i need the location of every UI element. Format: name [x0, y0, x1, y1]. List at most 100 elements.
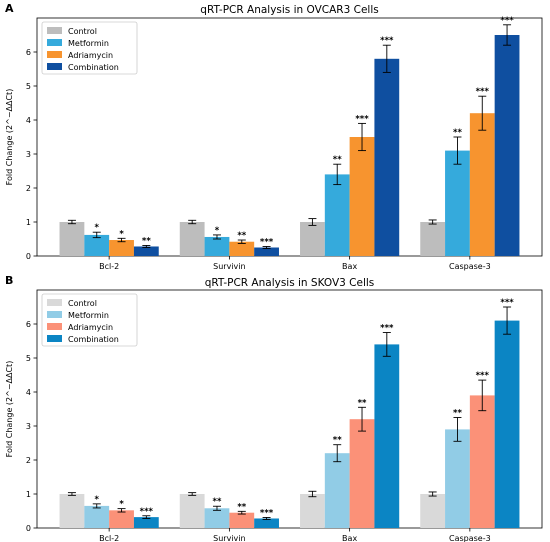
- x-tick-label: Bax: [342, 262, 357, 271]
- legend-label: Combination: [68, 63, 119, 72]
- panel-label: B: [5, 274, 13, 287]
- y-tick-label: 3: [26, 422, 31, 431]
- y-tick-label: 4: [26, 116, 31, 125]
- bar: [494, 35, 520, 256]
- legend-label: Adriamycin: [68, 323, 113, 332]
- legend-swatch: [47, 39, 62, 46]
- bar: [324, 453, 350, 528]
- bar: [204, 508, 230, 528]
- significance-label: **: [213, 497, 222, 507]
- y-axis-label: Fold Change (2^−ΔΔCt): [5, 361, 14, 458]
- chart-title: qRT-PCR Analysis in OVCAR3 Cells: [200, 4, 378, 16]
- bar: [349, 137, 375, 256]
- bar: [254, 247, 279, 256]
- x-tick-label: Caspase-3: [449, 262, 491, 271]
- significance-label: **: [453, 128, 462, 138]
- legend-label: Control: [68, 299, 97, 308]
- panel-label: A: [5, 2, 14, 15]
- legend-label: Control: [68, 27, 97, 36]
- bar: [374, 58, 400, 256]
- significance-label: ***: [140, 507, 154, 517]
- bar: [59, 494, 85, 528]
- legend-swatch: [47, 335, 62, 342]
- significance-label: ***: [500, 298, 514, 308]
- y-tick-label: 1: [26, 490, 31, 499]
- legend-swatch: [47, 311, 62, 318]
- legend-label: Combination: [68, 335, 119, 344]
- bar: [349, 419, 375, 528]
- x-tick-label: Survivin: [213, 262, 245, 271]
- legend-label: Adriamycin: [68, 51, 113, 60]
- significance-label: **: [453, 409, 462, 419]
- significance-label: **: [142, 236, 151, 246]
- significance-label: **: [333, 436, 342, 446]
- bar: [179, 222, 205, 256]
- legend-swatch: [47, 63, 62, 70]
- significance-label: ***: [476, 371, 490, 381]
- significance-label: ***: [500, 16, 514, 26]
- bar: [469, 113, 495, 256]
- bar: [229, 241, 255, 256]
- bar: [324, 174, 350, 256]
- y-tick-label: 0: [26, 524, 31, 533]
- bar: [494, 320, 520, 528]
- bar: [84, 234, 110, 256]
- significance-label: ***: [260, 237, 274, 247]
- bar: [109, 510, 134, 528]
- significance-label: **: [358, 398, 367, 408]
- bar: [84, 505, 110, 528]
- significance-label: ***: [476, 87, 490, 97]
- bar: [300, 222, 325, 256]
- plot-frame: [36, 17, 543, 257]
- y-tick-label: 1: [26, 218, 31, 227]
- y-tick-label: 5: [26, 82, 31, 91]
- significance-label: *: [119, 229, 124, 239]
- x-tick-label: Bax: [342, 534, 357, 542]
- bar: [445, 429, 470, 528]
- y-tick-label: 0: [26, 252, 31, 261]
- bar: [445, 150, 470, 256]
- bar: [133, 246, 159, 256]
- significance-label: *: [95, 223, 100, 233]
- bar: [109, 240, 134, 256]
- significance-label: **: [237, 231, 246, 241]
- y-tick-label: 2: [26, 456, 31, 465]
- significance-label: *: [215, 226, 220, 236]
- legend: [41, 293, 138, 347]
- y-tick-label: 6: [26, 48, 31, 57]
- legend-label: Metformin: [68, 39, 109, 48]
- bar: [133, 517, 159, 528]
- significance-label: ***: [380, 324, 394, 334]
- bar: [229, 512, 255, 528]
- significance-label: **: [237, 502, 246, 512]
- x-tick-label: Caspase-3: [449, 534, 491, 542]
- bar: [469, 395, 495, 528]
- significance-label: ***: [380, 36, 394, 46]
- plot-frame: [36, 289, 543, 529]
- significance-label: *: [119, 500, 124, 510]
- bar: [254, 518, 279, 528]
- significance-label: ***: [260, 508, 274, 518]
- y-tick-label: 5: [26, 354, 31, 363]
- bar: [420, 222, 446, 256]
- x-tick-label: Bcl-2: [99, 534, 119, 542]
- legend-label: Metformin: [68, 311, 109, 320]
- bar: [300, 494, 325, 528]
- y-axis-label: Fold Change (2^−ΔΔCt): [5, 89, 14, 186]
- significance-label: ***: [355, 114, 369, 124]
- y-tick-label: 6: [26, 320, 31, 329]
- x-tick-label: Bcl-2: [99, 262, 119, 271]
- bar: [420, 494, 446, 528]
- legend-swatch: [47, 299, 62, 306]
- y-tick-label: 2: [26, 184, 31, 193]
- y-tick-label: 3: [26, 150, 31, 159]
- bar: [59, 222, 85, 256]
- bar: [204, 236, 230, 256]
- bar: [179, 494, 205, 528]
- significance-label: **: [333, 155, 342, 165]
- legend-swatch: [47, 27, 62, 34]
- legend-swatch: [47, 51, 62, 58]
